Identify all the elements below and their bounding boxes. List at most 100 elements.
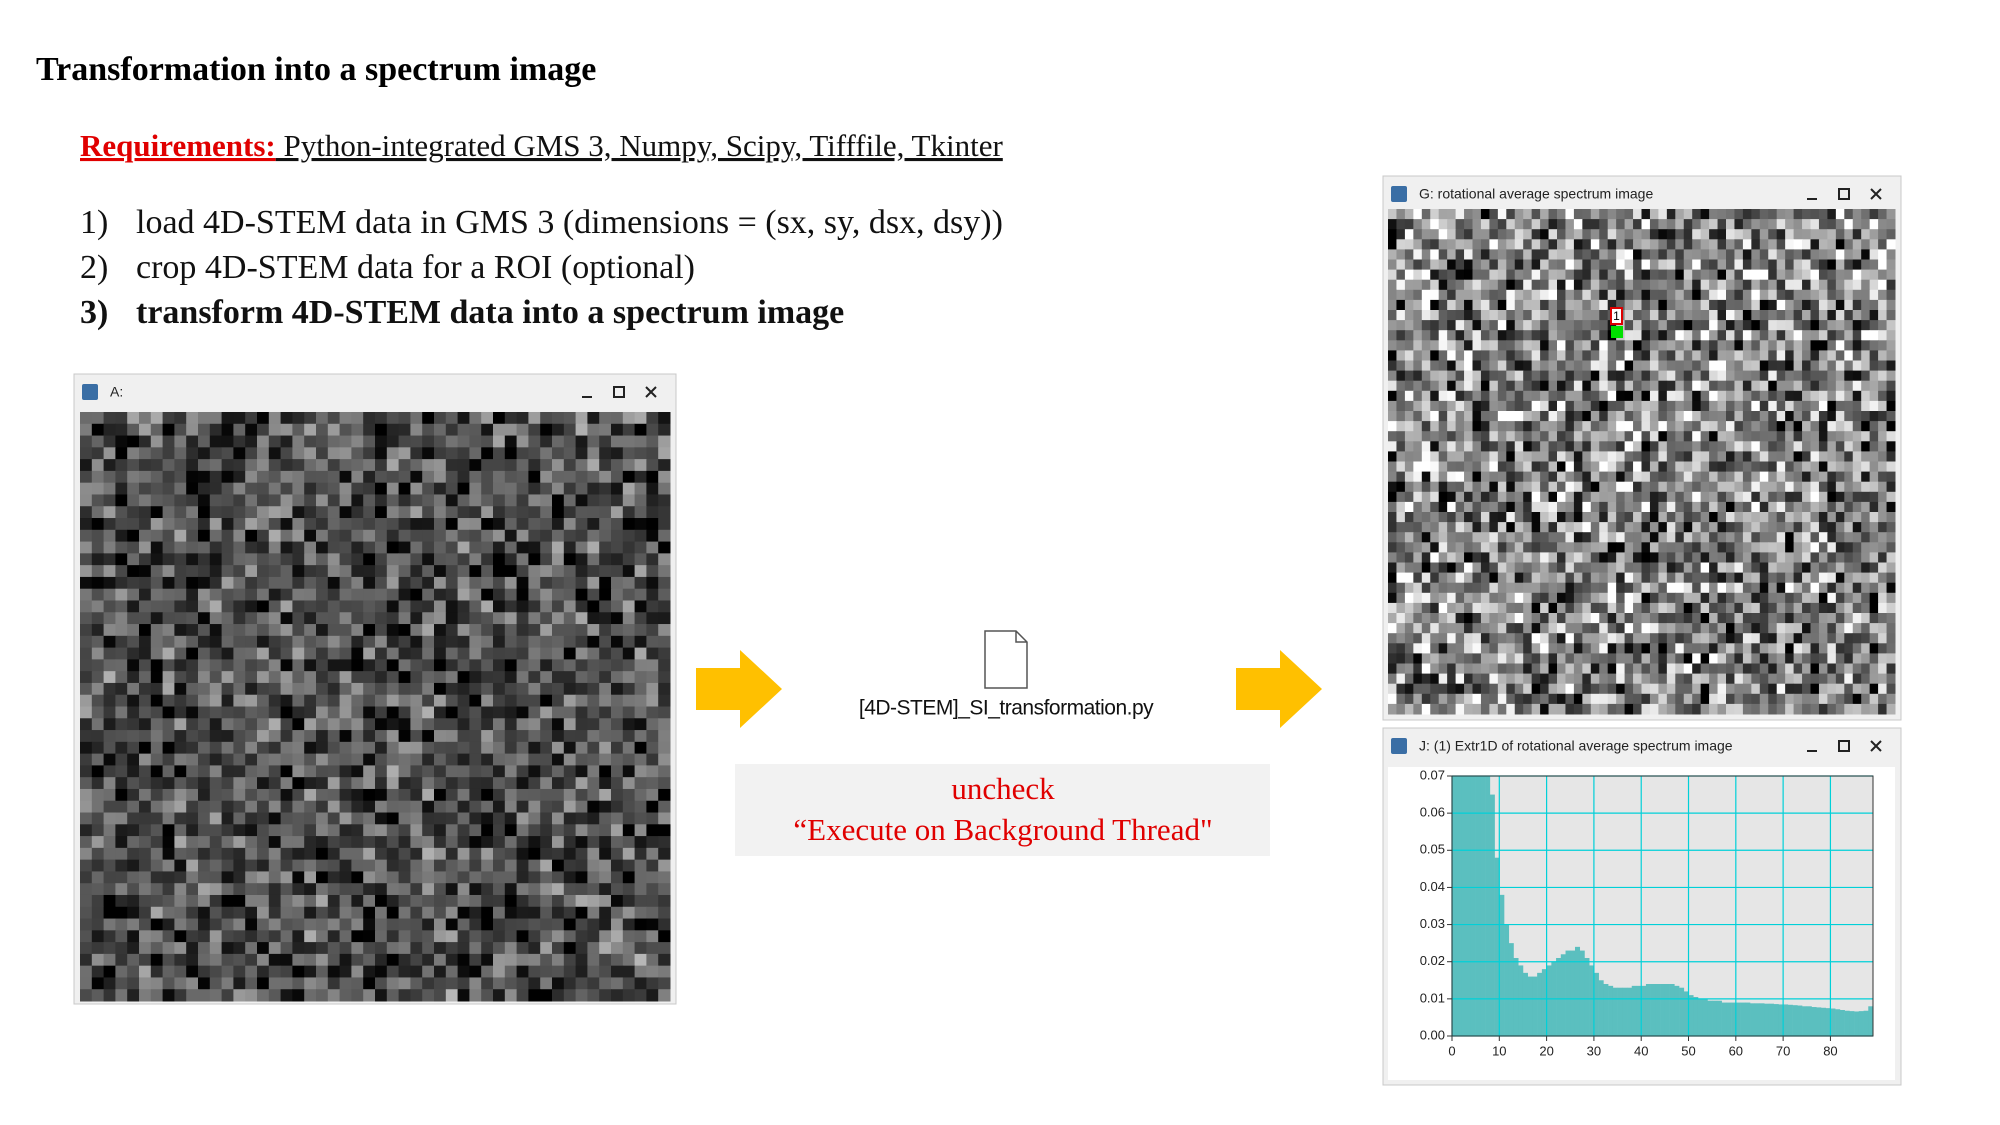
pixel xyxy=(115,482,128,495)
pixel xyxy=(528,423,541,437)
pixel xyxy=(103,812,116,825)
pixel xyxy=(528,541,541,554)
pixel xyxy=(1818,431,1828,442)
pixel xyxy=(1768,552,1778,563)
pixel xyxy=(209,894,223,908)
pixel xyxy=(127,788,140,802)
pixel xyxy=(516,612,529,625)
pixel xyxy=(1785,229,1795,240)
pixel xyxy=(1447,562,1457,574)
pixel xyxy=(469,565,482,578)
pixel xyxy=(1658,330,1668,341)
pixel xyxy=(1818,269,1828,281)
pixel xyxy=(1886,451,1896,462)
pixel xyxy=(1464,441,1473,452)
pixel xyxy=(587,506,600,519)
pixel xyxy=(80,942,93,955)
pixel xyxy=(1531,239,1541,250)
pixel xyxy=(1497,582,1507,594)
pixel xyxy=(457,706,470,719)
pixel xyxy=(1548,613,1558,624)
pixel xyxy=(268,859,282,872)
pixel xyxy=(1396,310,1406,321)
pixel xyxy=(139,459,152,472)
pixel xyxy=(245,447,258,460)
pixel xyxy=(1751,441,1761,452)
pixel xyxy=(327,741,341,755)
pixel xyxy=(493,836,506,849)
pixel xyxy=(198,553,211,566)
pixel xyxy=(1616,239,1626,250)
pixel xyxy=(1506,602,1516,614)
pixel xyxy=(186,953,199,967)
pixel xyxy=(1472,320,1482,331)
pixel xyxy=(528,836,541,849)
pixel xyxy=(658,671,671,684)
pixel xyxy=(1683,451,1693,462)
pixel xyxy=(575,800,588,814)
pixel xyxy=(1818,209,1828,220)
pixel xyxy=(233,953,246,967)
pixel xyxy=(327,977,341,990)
pixel xyxy=(1573,411,1583,422)
pixel xyxy=(1742,572,1752,584)
pixel xyxy=(209,529,223,543)
pixel xyxy=(457,942,470,955)
pixel xyxy=(127,494,140,507)
pixel xyxy=(1852,441,1862,452)
pixel xyxy=(1430,562,1440,574)
pixel xyxy=(1616,421,1626,432)
pixel xyxy=(339,824,352,837)
pixel xyxy=(1700,390,1710,402)
pixel xyxy=(1818,602,1828,614)
pixel xyxy=(103,588,116,601)
pixel xyxy=(469,765,482,778)
pixel xyxy=(209,847,223,861)
pixel xyxy=(1396,370,1406,382)
pixel xyxy=(1717,431,1727,442)
pixel xyxy=(1768,522,1778,533)
pixel xyxy=(1641,239,1651,250)
pixel xyxy=(1455,542,1465,553)
pixel xyxy=(221,871,234,884)
pixel xyxy=(1548,310,1558,321)
pixel xyxy=(1785,310,1795,321)
pixel xyxy=(115,671,128,684)
pixel xyxy=(339,423,352,437)
pixel xyxy=(1726,330,1735,341)
pixel xyxy=(1852,340,1862,351)
pixel xyxy=(363,836,376,849)
pixel xyxy=(552,706,565,719)
pixel xyxy=(1489,582,1499,594)
pixel xyxy=(504,824,518,837)
pixel xyxy=(1573,310,1583,321)
pixel xyxy=(1726,491,1735,503)
pixel xyxy=(1396,380,1406,392)
pixel xyxy=(139,930,152,943)
pixel xyxy=(186,647,199,660)
pixel xyxy=(292,506,305,519)
pixel xyxy=(1514,431,1524,442)
pixel xyxy=(410,930,423,943)
pixel xyxy=(1404,330,1414,341)
pixel xyxy=(245,765,258,778)
arrow xyxy=(696,650,782,728)
pixel xyxy=(599,812,612,825)
pixel xyxy=(1751,370,1761,382)
pixel xyxy=(115,612,128,625)
pixel xyxy=(504,942,518,955)
pixel xyxy=(481,506,494,519)
pixel xyxy=(1700,259,1710,271)
pixel xyxy=(1582,421,1592,432)
pixel xyxy=(127,765,140,778)
pixel xyxy=(646,506,659,519)
pixel xyxy=(1649,279,1659,291)
pixel xyxy=(375,730,388,743)
pixel xyxy=(1768,501,1778,513)
pixel xyxy=(1649,239,1659,250)
pixel xyxy=(375,624,388,637)
pixel xyxy=(245,506,258,519)
pixel xyxy=(1497,400,1507,412)
pixel xyxy=(339,800,352,814)
pixel xyxy=(622,718,636,731)
